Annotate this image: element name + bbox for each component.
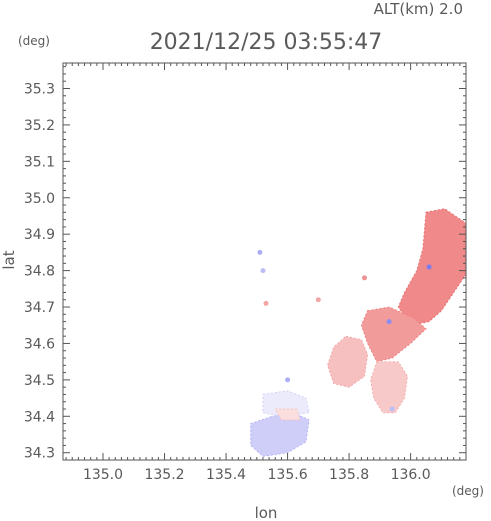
x-tick-label: 135.0 [83,467,123,483]
plot-frame [62,62,467,461]
y-unit-label: (deg) [18,34,50,48]
echo-region-ne-band [397,208,467,326]
y-tick-label: 34.7 [24,300,55,316]
echo-point-5 [263,300,269,306]
echo-region-sw-blue [250,412,310,457]
echo-point-7 [362,275,367,281]
echo-point-6 [315,297,321,303]
y-tick-label: 34.9 [24,227,55,243]
echo-point-0 [426,264,432,270]
y-tick-label: 35.1 [24,154,55,170]
echo-region-west-lobe [327,335,369,388]
echo-point-8 [285,377,291,383]
x-unit-label: (deg) [452,484,484,498]
y-tick-label: 35.3 [24,81,55,97]
x-tick-label: 135.4 [206,467,246,483]
echo-region-sw-pink [274,408,301,421]
y-axis-label: lat [0,250,18,269]
y-tick-label: 34.3 [24,446,55,462]
x-tick-label: 135.2 [144,467,184,483]
echo-point-2 [389,406,395,412]
x-axis-label: lon [255,504,278,521]
x-tick-label: 136.0 [391,467,431,483]
echo-point-1 [386,319,392,325]
echo-point-4 [260,268,266,274]
y-tick-label: 34.4 [24,409,55,425]
echo-region-sw-light [262,390,310,417]
x-tick-label: 135.8 [329,467,369,483]
y-tick-label: 34.5 [24,373,55,389]
y-tick-label: 34.6 [24,336,55,352]
axis-ticks: 135.0 135.2 135.4 135.6 135.8 136.0 34.3 34.4 34… [24,63,467,483]
y-tick-label: 35.2 [24,118,55,134]
y-tick-label: 35.0 [24,191,55,207]
altitude-label: ALT(km) 2.0 [374,0,463,18]
y-tick-label: 34.8 [24,264,55,280]
x-tick-label: 135.6 [268,467,308,483]
echo-region-central-block [360,306,427,363]
radar-echo-layer [250,208,467,457]
echo-point-3 [257,249,263,255]
echo-region-south-lobe [370,361,409,414]
chart-title: 2021/12/25 03:55:47 [150,30,383,55]
radar-scatter-layer [257,249,432,412]
